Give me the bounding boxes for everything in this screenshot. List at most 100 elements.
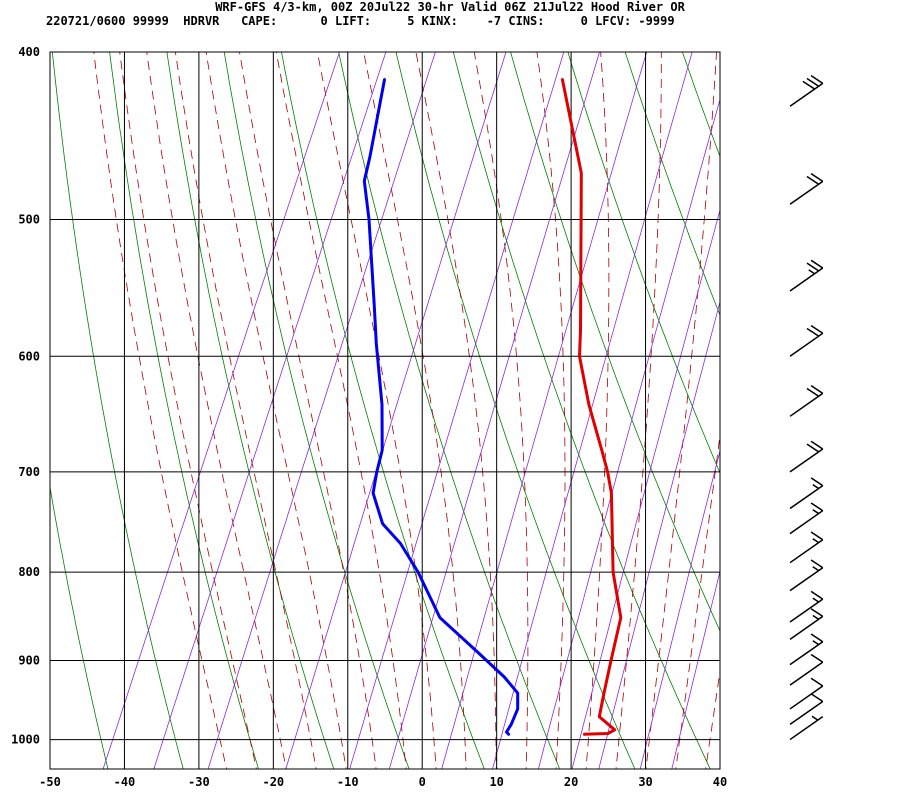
wind-barb-feather <box>806 443 820 453</box>
wind-barb <box>789 74 824 107</box>
dry-adiabat <box>395 52 636 769</box>
sounding-indices: 220721/0600 99999 HDRVR CAPE: 0 LIFT: 5 … <box>46 14 675 28</box>
dry-adiabat <box>109 52 259 769</box>
moist-adiabat <box>705 668 720 769</box>
dry-adiabat <box>793 43 900 777</box>
y-tick-label: 600 <box>18 349 40 363</box>
wind-barb <box>789 440 824 473</box>
moist-adiabat <box>239 52 377 769</box>
mixing-ratio-line <box>388 52 600 769</box>
dewpoint-profile <box>362 78 520 736</box>
wind-barb-half-feather <box>812 483 820 490</box>
x-tick-label: -30 <box>188 775 210 789</box>
moist-adiabat <box>363 52 467 769</box>
wind-barb-shaft <box>789 510 824 535</box>
wind-barb-feather <box>810 173 824 182</box>
moist-adiabat <box>119 52 257 769</box>
wind-barb <box>789 531 824 564</box>
x-tick-label: 30 <box>638 775 652 789</box>
wind-barb <box>789 715 824 741</box>
x-tick-label: 10 <box>489 775 503 789</box>
x-tick-label: 40 <box>713 775 727 789</box>
temperature-profile <box>560 78 623 736</box>
wind-barb-feather <box>810 385 824 395</box>
moist-adiabat <box>675 431 720 769</box>
chart-title: WRF-GFS 4/3-km, 00Z 20Jul22 30-hr Valid … <box>215 0 685 14</box>
dry-adiabat <box>567 52 720 474</box>
moist-adiabat <box>146 52 287 769</box>
y-tick-label: 700 <box>18 465 40 479</box>
x-tick-label: -50 <box>39 775 61 789</box>
axis-ticks: -50 -40 -30 -20 -10 0 10 20 30 40 400 500 600 700 800 9… <box>11 45 727 789</box>
wind-barb <box>789 693 824 726</box>
dry-adiabat <box>681 52 720 158</box>
wind-barb-half-feather <box>812 597 820 603</box>
wind-barb-shaft <box>789 598 824 623</box>
wind-barb-feather <box>810 531 824 541</box>
dry-adiabat <box>850 43 900 777</box>
wind-barb-feather <box>810 502 824 512</box>
wind-barb-half-feather <box>812 614 820 620</box>
wind-barb-shaft <box>789 567 824 592</box>
y-tick-label: 500 <box>18 212 40 226</box>
mixing-ratio-line <box>441 52 648 769</box>
x-tick-label: 0 <box>419 775 426 789</box>
y-tick-label: 400 <box>18 45 40 59</box>
wind-barb-feather <box>810 693 824 703</box>
plot-frame <box>49 51 721 770</box>
wind-barb-shaft <box>789 267 824 292</box>
wind-barb-shaft <box>789 484 824 510</box>
wind-barb-feather <box>810 74 824 84</box>
x-tick-label: -10 <box>337 775 359 789</box>
wind-barb-feather <box>802 80 815 90</box>
mixing-ratio-line <box>537 97 720 769</box>
wind-barb <box>789 559 824 592</box>
wind-barb-feather <box>810 590 824 600</box>
wind-barb-feather <box>806 327 820 337</box>
wind-barb <box>789 324 824 357</box>
wind-barb-half-feather <box>808 269 815 275</box>
dry-adiabat <box>51 52 184 769</box>
wind-barb <box>789 502 824 535</box>
dry-adiabat <box>50 484 109 769</box>
wind-barb-feather <box>806 262 820 272</box>
wind-barb-shaft <box>789 661 824 686</box>
moist-adiabat <box>615 52 662 769</box>
moist-adiabat <box>93 52 228 769</box>
mixing-ratio-line <box>571 208 720 769</box>
moist-adiabat <box>645 52 717 769</box>
mixing-ratio-line <box>285 52 507 769</box>
mixing-ratio-line <box>492 52 693 769</box>
wind-barb <box>789 477 824 510</box>
wind-barb-shaft <box>789 180 824 205</box>
mixing-ratio-line <box>598 300 720 769</box>
wind-barb-feather <box>810 633 824 643</box>
moist-adiabat <box>174 52 317 769</box>
x-tick-label: 20 <box>564 775 578 789</box>
wind-barb-shaft <box>789 82 824 107</box>
wind-barb-feather <box>810 477 824 487</box>
wind-barb <box>789 385 824 417</box>
wind-barb-shaft <box>789 641 824 666</box>
dry-adiabat <box>166 52 335 769</box>
moist-adiabat <box>734 43 853 777</box>
background-lines <box>50 43 900 777</box>
wind-barb-half-feather <box>812 566 820 572</box>
mixing-ratio-line <box>639 449 720 769</box>
wind-barb <box>789 173 824 205</box>
wind-barb-column <box>789 74 824 741</box>
wind-barb-feather <box>806 387 820 397</box>
dry-adiabat <box>223 52 410 769</box>
wind-barb-shaft <box>789 392 824 417</box>
wind-barb-feather <box>810 440 824 450</box>
wind-barb-shaft <box>789 685 824 710</box>
y-tick-label: 1000 <box>11 733 40 747</box>
mixing-ratio-line <box>207 52 436 769</box>
wind-barb <box>789 608 824 640</box>
wind-barb-shaft <box>789 448 824 473</box>
moist-adiabat <box>473 52 529 769</box>
wind-barb-half-feather <box>812 538 820 544</box>
mixing-ratio-line <box>671 569 720 769</box>
mixing-ratio-line <box>153 52 387 769</box>
